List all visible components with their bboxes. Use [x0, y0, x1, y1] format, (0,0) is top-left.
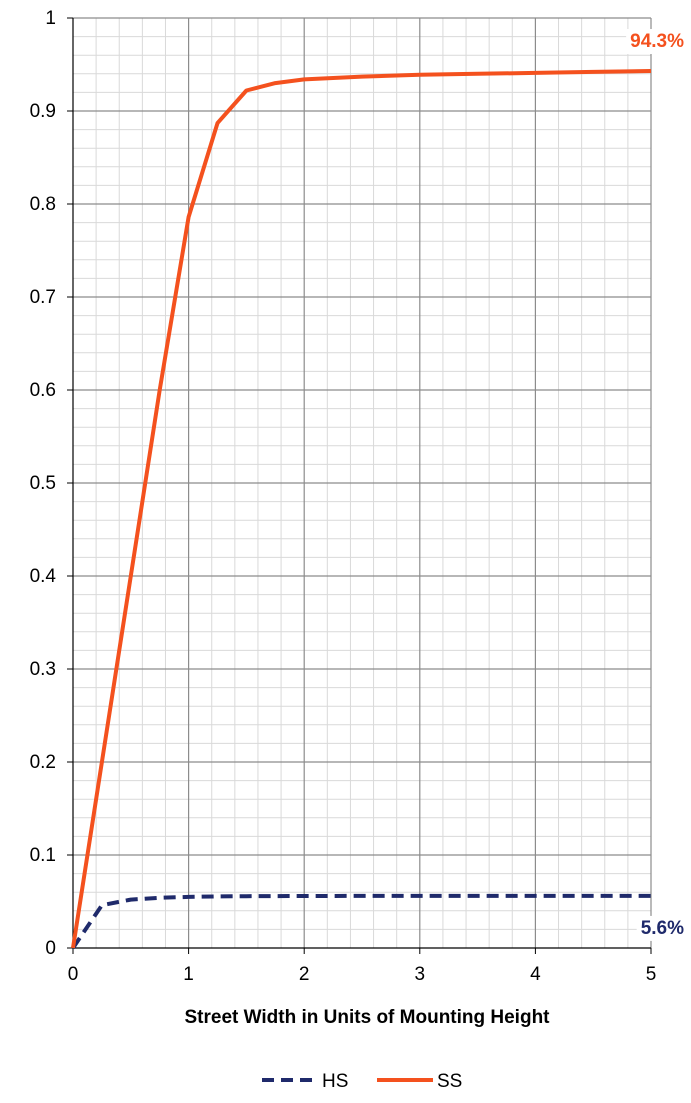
end-label-background: [626, 29, 689, 55]
x-tick-label: 4: [530, 964, 541, 985]
series-line-ss: [71, 69, 652, 949]
x-tick-label: 3: [415, 964, 426, 985]
y-tick-label: 0: [45, 938, 56, 959]
end-labels: 5.6% 94.3%: [626, 29, 689, 941]
legend-label-ss: SS: [437, 1071, 462, 1092]
y-tick-label: 0.4: [30, 566, 57, 587]
end-label-hs: 5.6%: [641, 918, 684, 939]
x-tick-label: 1: [183, 964, 194, 985]
y-tick-label: 0.5: [30, 473, 56, 494]
y-tick-label: 0.3: [30, 659, 56, 680]
x-tick-label: 0: [68, 964, 79, 985]
x-axis-title: Street Width in Units of Mounting Height: [185, 1007, 551, 1028]
y-tick-label: 0.1: [30, 845, 56, 866]
legend-label-hs: HS: [322, 1071, 348, 1092]
x-tick-labels: 0 1 2 3 4 5: [68, 964, 657, 985]
axes: [67, 17, 652, 954]
series-line-hs: [71, 893, 651, 950]
x-tick-label: 5: [646, 964, 657, 985]
x-tick-label: 2: [299, 964, 310, 985]
major-grid: [73, 17, 652, 948]
y-tick-label: 0.8: [30, 194, 56, 215]
y-tick-label: 0.6: [30, 380, 56, 401]
y-tick-label: 0.9: [30, 101, 56, 122]
end-label-ss: 94.3%: [630, 31, 684, 52]
end-label-background: [636, 915, 689, 941]
legend: HS SS: [262, 1071, 462, 1092]
y-tick-label: 0.2: [30, 752, 56, 773]
y-tick-labels: 0 0.1 0.2 0.3 0.4 0.5 0.6 0.7 0.8 0.9 1: [30, 8, 57, 959]
series-lines: [71, 69, 652, 950]
y-tick-label: 0.7: [30, 287, 56, 308]
y-tick-label: 1: [45, 8, 56, 29]
